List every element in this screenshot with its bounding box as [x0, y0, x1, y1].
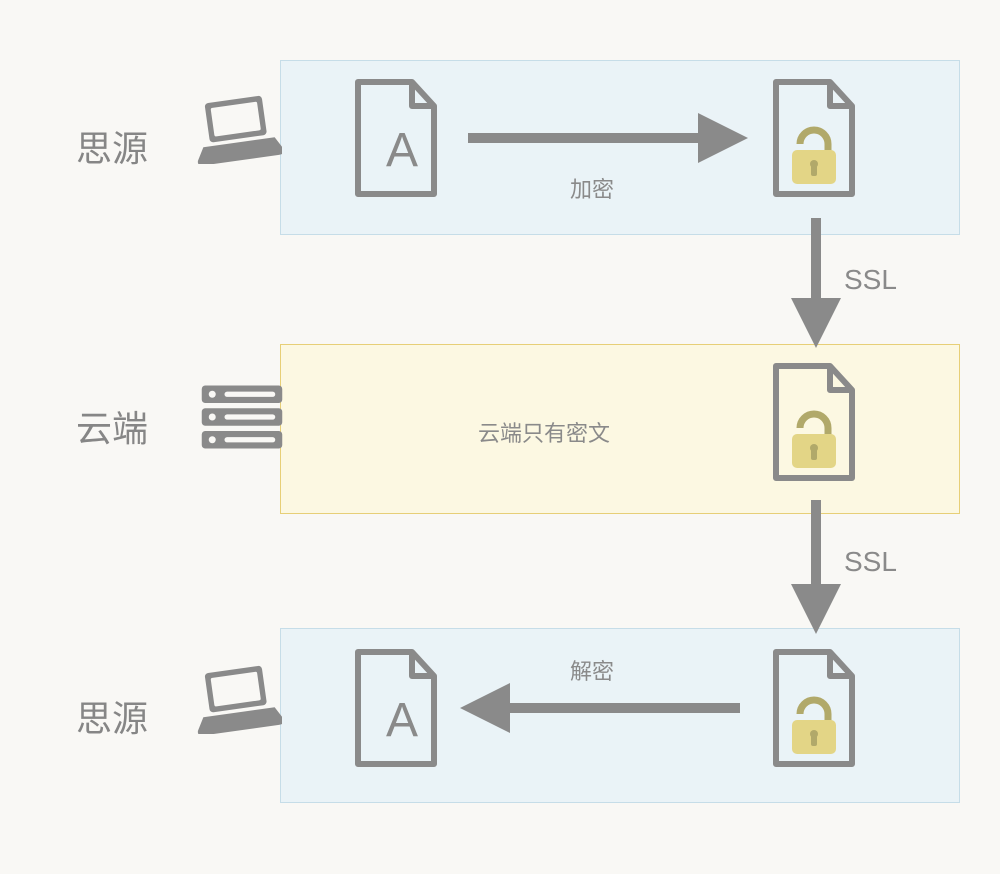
laptop-icon	[192, 662, 282, 734]
lock-icon	[792, 414, 836, 468]
lock-icon	[792, 130, 836, 184]
row-label-middle: 云端	[76, 400, 148, 452]
cloud-note: 云端只有密文	[478, 416, 610, 448]
document-letter: A	[386, 124, 418, 177]
document-locked-icon	[768, 648, 860, 768]
document-plain-icon: A	[350, 78, 442, 198]
row-label-bottom: 思源	[76, 690, 148, 742]
lock-icon	[792, 700, 836, 754]
arrow-label-ssl-1: SSL	[844, 264, 897, 296]
arrow-label-encrypt: 加密	[570, 172, 614, 204]
document-locked-icon	[768, 362, 860, 482]
arrow-label-ssl-2: SSL	[844, 546, 897, 578]
document-letter: A	[386, 694, 418, 747]
server-icon	[198, 382, 286, 452]
arrow-label-decrypt: 解密	[570, 654, 614, 686]
document-locked-icon	[768, 78, 860, 198]
row-label-top: 思源	[76, 120, 148, 172]
laptop-icon	[192, 92, 282, 164]
document-plain-icon: A	[350, 648, 442, 768]
